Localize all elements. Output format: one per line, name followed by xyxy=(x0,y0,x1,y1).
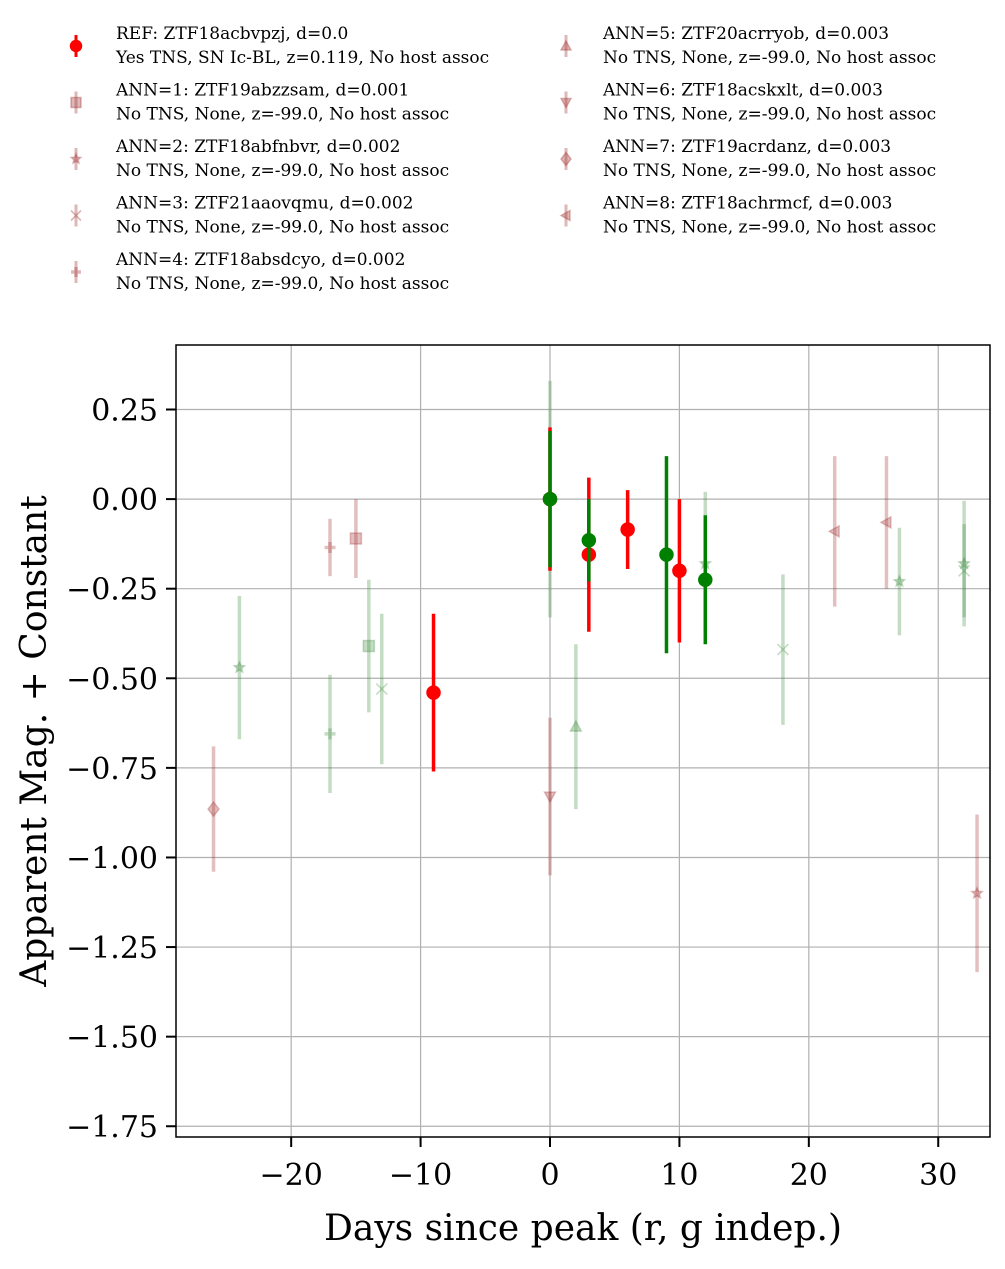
data-point xyxy=(324,541,336,553)
legend-line2: No TNS, None, z=-99.0, No host assoc xyxy=(603,105,936,125)
data-point xyxy=(581,533,597,548)
legend-line1: ANN=4: ZTF18absdcyo, d=0.002 xyxy=(115,250,405,270)
data-point xyxy=(426,685,441,700)
y-tick-label: −1.75 xyxy=(66,1110,158,1145)
data-point xyxy=(542,491,558,507)
legend-line1: ANN=3: ZTF21aaovqmu, d=0.002 xyxy=(115,194,413,214)
legend-marker xyxy=(71,267,81,277)
legend-line2: No TNS, None, z=-99.0, No host assoc xyxy=(603,161,936,181)
legend-line1: ANN=5: ZTF20acrryob, d=0.003 xyxy=(602,24,889,44)
data-point xyxy=(957,556,972,570)
y-tick-label: 0.00 xyxy=(91,483,158,518)
legend-line2: No TNS, None, z=-99.0, No host assoc xyxy=(116,274,449,294)
data-point xyxy=(879,515,892,530)
data-point xyxy=(620,522,635,537)
data-point xyxy=(207,800,220,818)
legend-marker xyxy=(69,39,83,53)
data-point xyxy=(892,574,907,588)
legend-line1: ANN=6: ZTF18acskxlt, d=0.003 xyxy=(602,81,883,101)
data-point xyxy=(375,682,388,696)
data-point xyxy=(958,564,971,577)
legend-marker xyxy=(559,97,573,110)
x-axis-ticks: −20 −10 0 10 20 30 xyxy=(260,1137,957,1193)
y-axis-label: Apparent Mag. + Constant xyxy=(14,495,55,988)
legend-marker xyxy=(70,209,82,222)
data-point xyxy=(698,572,713,587)
x-tick-label: 30 xyxy=(919,1158,957,1193)
x-tick-label: 20 xyxy=(790,1158,828,1193)
y-tick-label: −1.00 xyxy=(66,841,158,876)
legend-marker xyxy=(559,209,571,222)
legend-marker xyxy=(70,96,82,109)
legend-line1: REF: ZTF18acbvpzj, d=0.0 xyxy=(116,24,348,44)
x-tick-label: 10 xyxy=(660,1158,698,1193)
legend: REF: ZTF18acbvpzj, d=0.0 Yes TNS, SN Ic-B… xyxy=(69,24,936,294)
legend-line2: No TNS, None, z=-99.0, No host assoc xyxy=(603,48,936,68)
data-marks xyxy=(207,380,985,973)
legend-marker xyxy=(69,152,83,165)
data-point xyxy=(543,791,557,804)
legend-line1: ANN=1: ZTF19abzzsam, d=0.001 xyxy=(115,81,409,101)
x-axis-label: Days since peak (r, g indep.) xyxy=(324,1208,842,1249)
y-tick-label: −1.50 xyxy=(66,1021,158,1056)
data-point xyxy=(569,719,583,732)
x-tick-label: −20 xyxy=(260,1158,323,1193)
y-tick-label: −1.25 xyxy=(66,931,158,966)
grid xyxy=(176,345,990,1137)
data-point xyxy=(324,728,336,740)
data-point xyxy=(232,660,247,674)
legend-line1: ANN=2: ZTF18abfnbvr, d=0.002 xyxy=(115,137,400,157)
legend-line1: ANN=7: ZTF19acrdanz, d=0.003 xyxy=(602,137,891,157)
legend-line2: No TNS, None, z=-99.0, No host assoc xyxy=(116,161,449,181)
y-tick-label: 0.25 xyxy=(91,394,158,429)
y-tick-label: −0.50 xyxy=(66,662,158,697)
legend-line1: ANN=8: ZTF18achrmcf, d=0.003 xyxy=(602,194,892,214)
plot-frame xyxy=(175,344,991,1138)
data-point xyxy=(969,885,985,900)
legend-marker xyxy=(559,39,573,51)
x-tick-label: −10 xyxy=(389,1158,452,1193)
data-point xyxy=(659,547,674,562)
data-point xyxy=(362,639,376,653)
data-point xyxy=(349,532,363,545)
y-axis-ticks: 0.25 0.00 −0.25 −0.50 −0.75 −1.00 −1.25 −1.50 −1… xyxy=(66,394,176,1145)
legend-line2: No TNS, None, z=-99.0, No host assoc xyxy=(603,218,936,238)
y-tick-label: −0.75 xyxy=(66,752,158,787)
x-tick-label: 0 xyxy=(540,1158,559,1193)
data-point xyxy=(827,524,840,539)
legend-line2: Yes TNS, SN Ic-BL, z=0.119, No host asso… xyxy=(115,48,489,68)
legend-marker xyxy=(560,151,572,167)
legend-line2: No TNS, None, z=-99.0, No host assoc xyxy=(116,218,449,238)
data-point xyxy=(776,643,790,656)
data-point xyxy=(672,563,687,579)
legend-line2: No TNS, None, z=-99.0, No host assoc xyxy=(116,105,449,125)
y-tick-label: −0.25 xyxy=(66,573,158,608)
